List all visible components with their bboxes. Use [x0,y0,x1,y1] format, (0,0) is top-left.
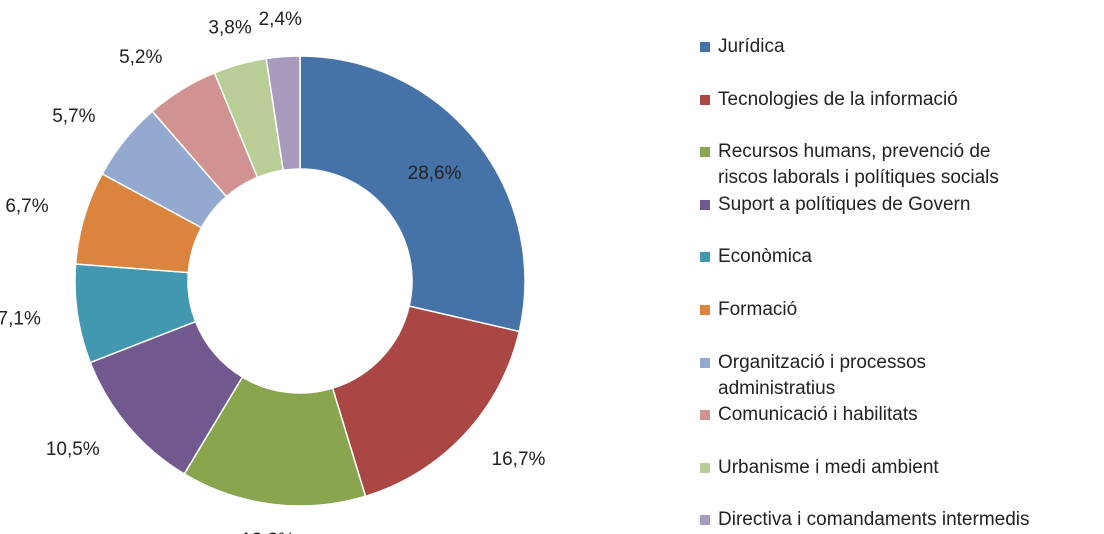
legend-swatch [700,410,710,421]
legend-label: Jurídica [718,36,785,57]
legend-item: Jurídica [700,34,785,60]
legend-item: Econòmica [700,244,812,270]
donut-slice [183,376,367,507]
legend-label: Tecnologies de la informació [718,88,958,110]
data-label: 2,4% [259,9,302,30]
data-label: 28,6% [408,163,462,184]
legend-label: Recursos humans, prevenció de riscos lab… [718,141,999,189]
legend-label: Organització i processos administratius [718,351,927,399]
legend-item: Recursos humans, prevenció de riscos lab… [700,139,1040,191]
legend-swatch [700,42,710,52]
legend-label: Urbanisme i medi ambient [718,456,939,478]
legend-label: Suport a polítiques de Govern [718,193,971,215]
legend-item: Suport a polítiques de Govern [700,192,970,218]
data-label: 16,7% [492,449,546,470]
data-label: 10,5% [46,439,100,460]
legend-swatch [700,357,710,368]
legend-swatch [700,515,710,526]
data-label: 5,7% [52,106,95,127]
legend-swatch [700,462,710,473]
legend-label: Comunicació i habilitats [718,404,918,426]
legend-label: Econòmica [718,246,812,268]
legend-item: Organització i processos administratius [700,350,1040,402]
legend-swatch [700,305,710,315]
data-label: 5,2% [119,47,162,68]
legend-item: Comunicació i habilitats [700,402,918,428]
data-label: 3,8% [208,18,251,39]
data-label: 7,1% [0,309,41,330]
legend-swatch [700,147,710,158]
legend-item: Urbanisme i medi ambient [700,455,939,481]
legend-swatch [700,94,710,105]
legend-swatch [700,199,710,210]
donut-slice [299,55,526,333]
data-label: 13,3% [241,530,295,534]
donut-slice [331,305,521,498]
donut-area: 28,6% 16,7% 13,3% 10,5% 7,1% 6,7% 5,7% 5,2% 3,8%… [0,9,546,534]
legend-item: Formació [700,297,797,323]
legend-label: Formació [718,299,798,320]
legend-item: Tecnologies de la informació [700,87,958,113]
data-label: 6,7% [5,196,48,217]
legend-item: Directiva i comandaments intermedis [700,507,1030,533]
donut-slice [265,55,301,172]
legend-label: Directiva i comandaments intermedis [718,509,1030,531]
legend-swatch [700,252,710,263]
